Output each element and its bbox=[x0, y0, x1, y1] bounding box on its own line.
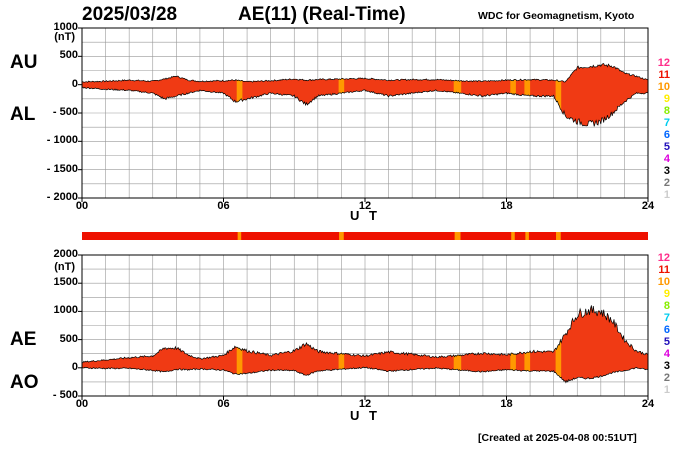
al-label: AL bbox=[10, 104, 36, 125]
bottom-xtick-label: 18 bbox=[500, 398, 513, 410]
bottom-ytick-label: 1500 bbox=[53, 276, 78, 289]
bottom-station-key-8: 8 bbox=[663, 300, 670, 312]
coverage-bar bbox=[82, 232, 648, 240]
bottom-xtick-label: 00 bbox=[75, 398, 89, 410]
bottom-reduced-coverage bbox=[236, 347, 243, 375]
bottom-reduced-coverage bbox=[510, 353, 516, 371]
bottom-ytick-label: 500 bbox=[59, 332, 78, 345]
top-station-key-7: 7 bbox=[663, 117, 670, 129]
top-fill-area bbox=[82, 63, 648, 127]
bottom-station-key-4: 4 bbox=[663, 348, 670, 360]
top-reduced-coverage bbox=[338, 78, 345, 94]
bottom-unit: (nT) bbox=[54, 261, 75, 273]
bottom-station-key-11: 11 bbox=[658, 264, 670, 276]
bottom-xtick-label: 24 bbox=[641, 398, 655, 410]
top-ytick-label: - 1000 bbox=[46, 134, 78, 147]
bottom-ao-line bbox=[81, 366, 649, 384]
top-ytick-label: 1000 bbox=[53, 21, 78, 33]
top-station-key-2: 2 bbox=[663, 177, 670, 189]
top-reduced-coverage bbox=[524, 79, 531, 96]
bottom-xtick-label: 06 bbox=[217, 398, 230, 410]
top-xtick-label: 06 bbox=[217, 200, 230, 212]
top-reduced-coverage bbox=[555, 79, 562, 110]
bottom-ae-line bbox=[82, 305, 649, 364]
top-ytick-label: 500 bbox=[59, 49, 78, 62]
bottom-ytick-label: 0 bbox=[71, 360, 78, 373]
bottom-ytick-label: 2000 bbox=[53, 248, 78, 260]
created-timestamp: [Created at 2025-04-08 00:51UT] bbox=[478, 432, 637, 444]
institution-label: WDC for Geomagnetism, Kyoto bbox=[478, 10, 635, 22]
top-station-key-9: 9 bbox=[663, 93, 670, 105]
top-xtick-label: 18 bbox=[500, 200, 513, 212]
bottom-station-key-12: 12 bbox=[657, 252, 670, 264]
top-xtick-label: 12 bbox=[358, 200, 372, 212]
bottom-station-key-2: 2 bbox=[663, 372, 670, 384]
ae-label: AE bbox=[10, 329, 37, 350]
coverage-bar-segment bbox=[525, 232, 529, 240]
bottom-station-key-7: 7 bbox=[663, 312, 670, 324]
coverage-bar-segment bbox=[339, 232, 344, 240]
bottom-station-key-1: 1 bbox=[663, 384, 670, 396]
coverage-bar-segment bbox=[511, 232, 515, 240]
coverage-bar-segment bbox=[454, 232, 461, 240]
bottom-station-key-5: 5 bbox=[663, 336, 670, 348]
top-unit: (nT) bbox=[54, 31, 75, 43]
bottom-xlabel: U T bbox=[350, 408, 380, 423]
bottom-reduced-coverage bbox=[524, 350, 531, 372]
bottom-reduced-coverage bbox=[453, 354, 462, 371]
top-ytick-label: - 2000 bbox=[46, 191, 78, 203]
top-station-key-5: 5 bbox=[663, 141, 670, 153]
top-xtick-label: 24 bbox=[641, 200, 655, 212]
top-station-key-12: 12 bbox=[657, 57, 670, 69]
bottom-ytick-label: - 500 bbox=[52, 389, 78, 401]
bottom-station-key-3: 3 bbox=[663, 360, 670, 372]
bottom-xtick-label: 12 bbox=[358, 398, 372, 410]
ao-label: AO bbox=[10, 372, 39, 393]
top-reduced-coverage bbox=[510, 79, 516, 95]
au-label: AU bbox=[10, 52, 38, 73]
top-au-line bbox=[81, 63, 649, 83]
top-ytick-label: - 500 bbox=[52, 106, 78, 118]
bottom-fill-area bbox=[82, 305, 648, 383]
top-station-key-6: 6 bbox=[663, 129, 670, 141]
top-station-key-10: 10 bbox=[657, 81, 670, 93]
bottom-reduced-coverage bbox=[555, 339, 562, 378]
top-station-key-8: 8 bbox=[663, 105, 670, 117]
top-xlabel: U T bbox=[350, 208, 380, 223]
top-station-key-4: 4 bbox=[663, 153, 670, 165]
top-station-key-1: 1 bbox=[663, 189, 670, 201]
coverage-bar-segment bbox=[237, 232, 242, 240]
top-reduced-coverage bbox=[453, 80, 462, 94]
top-ytick-label: 0 bbox=[71, 77, 78, 90]
coverage-bar-segment bbox=[556, 232, 561, 240]
plot-date: 2025/03/28 bbox=[82, 4, 178, 25]
bottom-station-key-9: 9 bbox=[663, 288, 670, 300]
top-reduced-coverage bbox=[236, 80, 243, 102]
top-ytick-label: - 1500 bbox=[46, 162, 78, 175]
plot-title: AE(11) (Real-Time) bbox=[238, 4, 406, 25]
bottom-station-key-10: 10 bbox=[657, 276, 670, 288]
bottom-ytick-label: 1000 bbox=[53, 304, 78, 317]
top-station-key-3: 3 bbox=[663, 165, 670, 177]
bottom-station-key-6: 6 bbox=[663, 324, 670, 336]
bottom-reduced-coverage bbox=[338, 353, 345, 370]
top-station-key-11: 11 bbox=[658, 69, 670, 81]
top-xtick-label: 00 bbox=[75, 200, 89, 212]
top-al-line bbox=[81, 86, 649, 127]
